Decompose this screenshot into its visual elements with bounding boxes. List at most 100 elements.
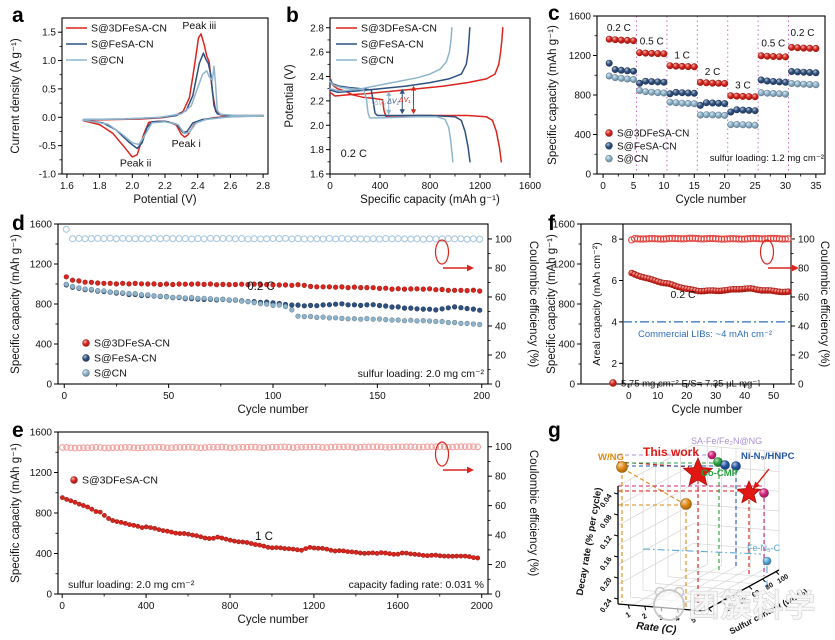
svg-text:400: 400 (35, 549, 52, 560)
svg-text:2.8: 2.8 (310, 23, 324, 34)
svg-text:1.8: 1.8 (310, 145, 324, 156)
svg-text:40: 40 (798, 321, 810, 332)
watermark: 团簇科学 (653, 586, 816, 625)
chart-c: 0 5 10 15 20 25 30 35 Cycle number 0 400 800 1200 160… (547, 12, 826, 206)
svg-text:80: 80 (495, 472, 507, 483)
svg-text:Specific capacity (mAh g⁻¹): Specific capacity (mAh g⁻¹) (546, 234, 558, 374)
svg-text:0: 0 (46, 380, 52, 391)
svg-text:Cycle number: Cycle number (238, 614, 309, 626)
svg-text:5: 5 (689, 615, 697, 625)
svg-text:Peak i: Peak i (172, 138, 201, 150)
svg-text:Specific capacity (mAh g⁻¹): Specific capacity (mAh g⁻¹) (360, 194, 500, 206)
svg-text:1200: 1200 (553, 260, 576, 271)
legend: S@3DFeSA-CNS@FeSA-CNS@CN (82, 338, 170, 380)
svg-text:1200: 1200 (30, 468, 53, 479)
svg-text:sulfur loading: 2.0 mg cm⁻²: sulfur loading: 2.0 mg cm⁻² (68, 579, 195, 591)
svg-text:30: 30 (710, 391, 722, 402)
point-W/NG (616, 461, 628, 473)
svg-text:0.08: 0.08 (598, 513, 614, 530)
panel-label-b: b (286, 4, 299, 27)
svg-text:100: 100 (495, 234, 512, 245)
svg-text:40: 40 (495, 321, 507, 332)
svg-text:0.5: 0.5 (42, 84, 56, 95)
svg-text:1200: 1200 (30, 260, 53, 271)
svg-text:Peak iii: Peak iii (182, 20, 216, 32)
svg-text:sulfur loading: 1.2 mg cm⁻²: sulfur loading: 1.2 mg cm⁻² (710, 153, 824, 164)
svg-text:100: 100 (495, 442, 512, 453)
series-S@CN (63, 281, 483, 328)
svg-text:Co-CMP: Co-CMP (701, 468, 739, 479)
panel-label-e: e (12, 419, 24, 442)
svg-text:1600: 1600 (30, 428, 53, 439)
chart-a: 1.6 1.8 2.0 2.2 2.4 2.6 2.8 Potential (V) -1.0 -0… (10, 17, 270, 206)
point-W/NG-2 (680, 498, 692, 510)
svg-text:0.2 C: 0.2 C (670, 289, 696, 301)
panel-e: 0 400 800 1200 1600 2000 Cycle number 0 400 800 12… (6, 418, 542, 640)
svg-text:S@3DFeSA-CN: S@3DFeSA-CN (361, 23, 437, 35)
svg-text:ΔV₂: ΔV₂ (386, 98, 399, 105)
svg-text:800: 800 (422, 181, 439, 192)
svg-text:0.0: 0.0 (42, 113, 56, 124)
svg-text:1200: 1200 (569, 51, 592, 62)
svg-text:6: 6 (611, 276, 617, 287)
svg-text:Cycle number: Cycle number (672, 404, 743, 416)
svg-text:S@CN: S@CN (617, 154, 648, 165)
svg-text:S@3DFeSA-CN: S@3DFeSA-CN (82, 475, 158, 487)
svg-text:0.2 C: 0.2 C (247, 281, 275, 293)
svg-text:S@CN: S@CN (361, 55, 394, 67)
svg-text:800: 800 (574, 91, 591, 102)
svg-text:10: 10 (658, 181, 670, 192)
svg-text:1200: 1200 (303, 601, 326, 612)
svg-text:100: 100 (798, 234, 815, 245)
svg-text:Cycle number: Cycle number (676, 194, 747, 206)
svg-text:1.8: 1.8 (93, 181, 107, 192)
series-S@CN (82, 65, 264, 121)
svg-text:S@FeSA-CN: S@FeSA-CN (91, 39, 154, 51)
svg-text:80: 80 (765, 582, 775, 592)
svg-text:40: 40 (495, 531, 507, 542)
svg-text:Specific capacity (mAh g⁻¹): Specific capacity (mAh g⁻¹) (10, 443, 22, 583)
svg-text:400: 400 (372, 181, 389, 192)
legend: S@3DFeSA-CNS@FeSA-CNS@CN (605, 129, 689, 165)
svg-text:100: 100 (265, 391, 282, 402)
svg-text:Potential (V): Potential (V) (133, 194, 196, 206)
svg-text:2.2: 2.2 (310, 96, 324, 107)
svg-text:20: 20 (495, 560, 507, 571)
svg-text:80: 80 (798, 263, 810, 274)
svg-text:50: 50 (163, 391, 175, 402)
svg-text:40: 40 (738, 596, 748, 606)
panel-label-f: f (548, 212, 555, 235)
svg-text:40: 40 (739, 391, 751, 402)
svg-text:150: 150 (369, 391, 386, 402)
svg-text:60: 60 (798, 292, 810, 303)
svg-text:SA-Fe/Fe₂N@NG: SA-Fe/Fe₂N@NG (691, 436, 762, 446)
svg-text:15: 15 (689, 181, 701, 192)
svg-text:1600: 1600 (387, 601, 410, 612)
svg-text:0: 0 (569, 380, 575, 391)
svg-text:2 C: 2 C (705, 67, 721, 78)
svg-text:1 C: 1 C (255, 531, 273, 543)
point-Fe-N5-C (762, 556, 772, 566)
svg-text:2.0: 2.0 (310, 121, 324, 132)
point-pink-point (759, 488, 769, 498)
svg-text:This work: This work (643, 445, 699, 459)
svg-text:0: 0 (46, 590, 52, 601)
svg-text:ΔV₁: ΔV₁ (398, 97, 411, 104)
panel-g: 0.04 0.08 0.12 0.16 0.20 0.24 Decay rate (% pe… (543, 418, 835, 640)
panel-label-g: g (548, 419, 561, 442)
series-CE (59, 443, 482, 452)
svg-text:2.0: 2.0 (125, 181, 139, 192)
svg-text:20: 20 (798, 350, 810, 361)
svg-text:0: 0 (327, 181, 333, 192)
star-this-work-2 (736, 479, 762, 504)
svg-text:3 C: 3 C (735, 80, 751, 91)
svg-text:30: 30 (780, 181, 792, 192)
svg-text:2.6: 2.6 (310, 48, 324, 59)
svg-text:Ni-N₅/HNPC: Ni-N₅/HNPC (741, 451, 795, 462)
svg-text:0.2 C: 0.2 C (791, 28, 815, 39)
series-S@FeSA-CN (329, 27, 471, 94)
svg-text:100: 100 (776, 573, 790, 585)
panel-label-c: c (548, 2, 560, 25)
svg-text:5: 5 (631, 181, 637, 192)
svg-text:Rate (C): Rate (C) (636, 620, 678, 636)
